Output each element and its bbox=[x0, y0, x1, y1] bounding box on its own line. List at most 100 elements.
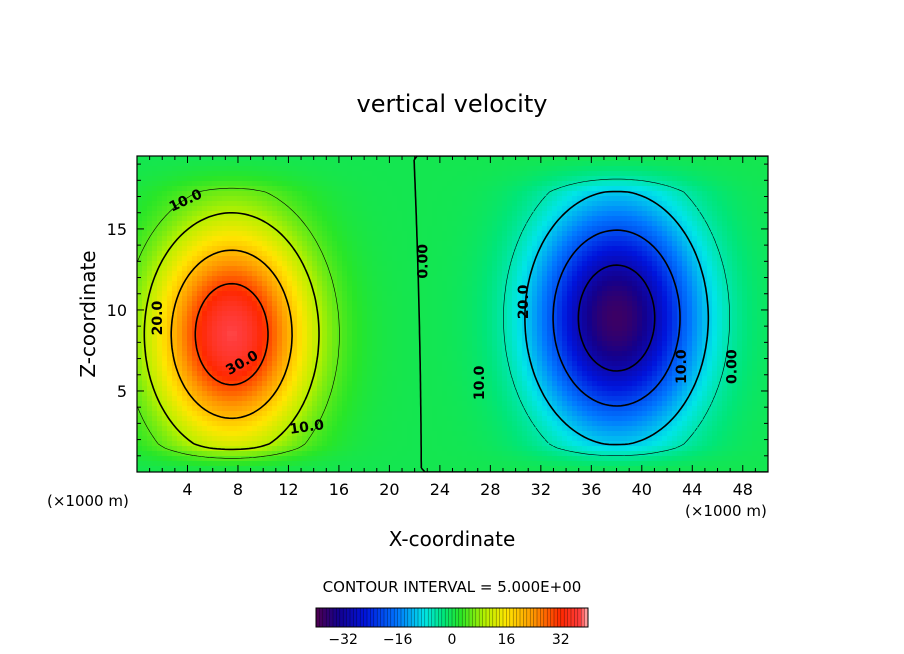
heat-cell bbox=[212, 326, 218, 332]
heat-cell bbox=[702, 251, 708, 257]
heat-cell bbox=[602, 231, 608, 237]
heat-cell bbox=[347, 306, 353, 312]
heat-cell bbox=[717, 246, 723, 252]
heat-cell bbox=[517, 216, 523, 222]
heat-cell bbox=[577, 321, 583, 327]
heat-cell bbox=[542, 306, 548, 312]
heat-cell bbox=[612, 266, 618, 272]
heat-cell bbox=[387, 196, 393, 202]
heat-cell bbox=[267, 236, 273, 242]
heat-cell bbox=[707, 201, 713, 207]
heat-cell bbox=[377, 251, 383, 257]
heat-cell bbox=[252, 186, 258, 192]
heat-cell bbox=[457, 276, 463, 282]
heat-cell bbox=[717, 306, 723, 312]
heat-cell bbox=[152, 301, 158, 307]
heat-cell bbox=[647, 271, 653, 277]
heat-cell bbox=[697, 216, 703, 222]
heat-cell bbox=[532, 331, 538, 337]
heat-cell bbox=[482, 276, 488, 282]
heat-cell bbox=[352, 176, 358, 182]
heat-cell bbox=[227, 156, 233, 162]
heat-cell bbox=[752, 251, 758, 257]
heat-cell bbox=[347, 341, 353, 347]
heat-cell bbox=[522, 346, 528, 352]
heat-cell bbox=[252, 321, 258, 327]
heat-cell bbox=[287, 226, 293, 232]
heat-cell bbox=[407, 271, 413, 277]
heat-cell bbox=[432, 231, 438, 237]
heat-cell bbox=[267, 331, 273, 337]
heat-cell bbox=[497, 201, 503, 207]
heat-cell bbox=[307, 181, 313, 187]
heat-cell bbox=[527, 296, 533, 302]
heat-cell bbox=[197, 351, 203, 357]
heat-cell bbox=[432, 221, 438, 227]
heat-cell bbox=[462, 336, 468, 342]
heat-cell bbox=[367, 336, 373, 342]
heat-cell bbox=[267, 241, 273, 247]
heat-cell bbox=[672, 261, 678, 267]
heat-cell bbox=[142, 176, 148, 182]
heat-cell bbox=[637, 311, 643, 317]
heat-cell bbox=[637, 181, 643, 187]
heat-cell bbox=[282, 216, 288, 222]
heat-cell bbox=[422, 221, 428, 227]
heat-cell bbox=[672, 171, 678, 177]
heat-cell bbox=[377, 156, 383, 162]
heat-cell bbox=[272, 301, 278, 307]
heat-cell bbox=[232, 226, 238, 232]
heat-cell bbox=[197, 186, 203, 192]
heat-cell bbox=[302, 196, 308, 202]
heat-cell bbox=[192, 166, 198, 172]
heat-cell bbox=[567, 301, 573, 307]
heat-cell bbox=[332, 321, 338, 327]
heat-cell bbox=[762, 271, 768, 277]
heat-cell bbox=[352, 346, 358, 352]
heat-cell bbox=[177, 236, 183, 242]
heat-cell bbox=[227, 311, 233, 317]
heat-cell bbox=[262, 251, 268, 257]
heat-cell bbox=[582, 156, 588, 162]
heat-cell bbox=[187, 276, 193, 282]
heat-cell bbox=[752, 186, 758, 192]
heat-cell bbox=[267, 246, 273, 252]
heat-cell bbox=[752, 176, 758, 182]
heat-cell bbox=[232, 241, 238, 247]
heat-cell bbox=[722, 246, 728, 252]
heat-cell bbox=[572, 236, 578, 242]
heat-cell bbox=[417, 296, 423, 302]
heat-cell bbox=[557, 311, 563, 317]
heat-cell bbox=[167, 206, 173, 212]
heat-cell bbox=[207, 251, 213, 257]
heat-cell bbox=[537, 341, 543, 347]
heat-cell bbox=[442, 296, 448, 302]
heat-cell bbox=[512, 236, 518, 242]
heat-cell bbox=[557, 331, 563, 337]
heat-cell bbox=[412, 336, 418, 342]
heat-cell bbox=[732, 236, 738, 242]
heat-cell bbox=[522, 286, 528, 292]
heat-cell bbox=[587, 276, 593, 282]
heat-cell bbox=[177, 346, 183, 352]
heat-cell bbox=[137, 231, 143, 237]
heat-cell bbox=[522, 216, 528, 222]
heat-cell bbox=[582, 216, 588, 222]
heat-cell bbox=[307, 346, 313, 352]
heat-cell bbox=[497, 186, 503, 192]
heat-cell bbox=[382, 191, 388, 197]
heat-cell bbox=[632, 251, 638, 257]
heat-cell bbox=[662, 311, 668, 317]
heat-cell bbox=[402, 166, 408, 172]
heat-cell bbox=[167, 236, 173, 242]
heat-cell bbox=[347, 201, 353, 207]
heat-cell bbox=[327, 241, 333, 247]
heat-cell bbox=[287, 221, 293, 227]
heat-cell bbox=[742, 236, 748, 242]
heat-cell bbox=[637, 201, 643, 207]
heat-cell bbox=[612, 206, 618, 212]
heat-cell bbox=[752, 256, 758, 262]
heat-cell bbox=[582, 236, 588, 242]
heat-cell bbox=[607, 191, 613, 197]
heat-cell bbox=[762, 201, 768, 207]
